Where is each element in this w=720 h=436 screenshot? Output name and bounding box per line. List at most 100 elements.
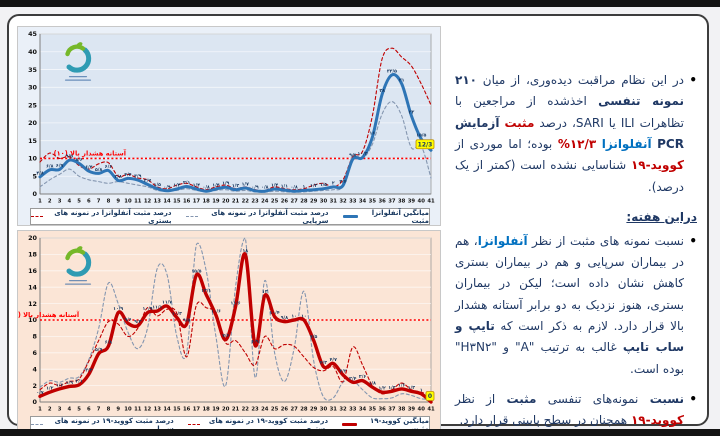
svg-text:۲۲: ۲۲ [409,109,415,115]
svg-text:36: 36 [378,407,386,413]
svg-text:7: 7 [97,199,101,205]
svg-text:35: 35 [369,199,377,205]
text-segment: کووید-۱۹ [630,413,684,428]
svg-text:۳۳/۵: ۳۳/۵ [387,68,397,74]
covid-chart: 0 2 4 6 8 10 12 14 16 18 20 1 2 3 4 5 6 7 8 9 10 11 12 13 14 15 16… [17,230,441,434]
svg-text:20: 20 [28,119,37,127]
svg-text:29: 29 [310,407,318,413]
text-segment: مثبت [504,115,535,130]
svg-text:1: 1 [38,199,42,205]
svg-text:۱۰/۹: ۱۰/۹ [113,306,123,312]
svg-text:۰/۸: ۰/۸ [203,185,210,191]
influenza-chart-legend: میانگین آنفلوانزا مثبت درصد مثبت آنفلوانز… [30,208,430,225]
svg-text:2: 2 [48,199,52,205]
legend-label: درصد مثبت کووید-۱۹ در نمونه های بستری [208,416,329,433]
svg-text:۳۱: ۳۱ [399,77,405,83]
text-segment: آنفلوانزا [477,233,528,248]
svg-text:2: 2 [48,407,52,413]
svg-text:38: 38 [398,199,406,205]
svg-text:۱/۹: ۱/۹ [66,380,73,386]
svg-text:۰/۹: ۰/۹ [251,184,258,190]
svg-text:۸/۶: ۸/۶ [75,157,82,163]
svg-text:۲/۴: ۲/۴ [339,179,346,185]
legend-item: درصد مثبت آنفلوانزا در نمونه های بستری [31,209,172,225]
svg-text:۱۵/۵: ۱۵/۵ [191,268,201,274]
svg-text:۶/۹: ۶/۹ [251,339,258,345]
influenza-chart: 0 5 10 15 20 25 30 35 40 45 1 2 3 4 5 6 7 8 9 10 11 12 13 14 15 1… [17,26,441,226]
svg-text:22: 22 [242,407,250,413]
svg-text:28: 28 [300,199,308,205]
svg-text:28: 28 [300,407,308,413]
text-segment: همچنان در سطح پایینی قرار دارد. [459,413,631,428]
svg-text:۱/۷: ۱/۷ [242,181,249,187]
svg-text:21: 21 [232,199,240,205]
svg-text:38: 38 [398,407,406,413]
svg-text:10: 10 [28,155,37,163]
svg-text:18: 18 [28,251,37,259]
svg-text:16: 16 [183,199,191,205]
svg-text:۹/۵: ۹/۵ [66,154,73,160]
svg-text:7: 7 [97,407,101,413]
svg-text:۲: ۲ [332,180,335,186]
svg-text:۱/۴: ۱/۴ [212,183,219,189]
svg-text:13: 13 [154,199,162,205]
svg-text:22: 22 [242,199,250,205]
text-segment: آنفلوانزا [601,137,652,152]
legend-label: میانگین کووید-۱۹ مثبت [369,416,429,433]
svg-text:۹/۸: ۹/۸ [349,153,356,159]
svg-text:15: 15 [173,407,181,413]
svg-text:25: 25 [271,199,279,205]
svg-text:40: 40 [418,199,426,205]
svg-text:۱۰/۳: ۱۰/۳ [358,151,368,157]
svg-text:۱/۵: ۱/۵ [154,182,161,188]
svg-text:3: 3 [58,199,62,205]
svg-text:20: 20 [28,234,37,242]
svg-text:۱/۲: ۱/۲ [310,183,317,189]
top-bar [0,0,720,7]
svg-text:۹/۶: ۹/۶ [124,317,131,323]
svg-text:12/3: 12/3 [418,141,433,148]
svg-text:45: 45 [28,30,37,38]
legend-item: درصد مثبت کووید-۱۹ در نمونه های بستری [187,416,329,433]
svg-text:31: 31 [330,407,338,413]
svg-text:10: 10 [124,407,132,413]
svg-text:5: 5 [77,407,81,413]
svg-text:۶/۸: ۶/۸ [105,340,112,346]
bullet-item: در این نظام مراقبت دیده‌وری، از میان ۲۱۰… [455,70,697,198]
svg-text:۱۳/۱: ۱۳/۱ [201,288,211,294]
svg-text:27: 27 [290,407,298,413]
svg-text:21: 21 [232,407,240,413]
svg-text:32: 32 [339,199,347,205]
svg-text:18: 18 [202,407,210,413]
svg-text:19: 19 [212,407,220,413]
svg-text:36: 36 [378,199,386,205]
text-segment: آزمایش PCR [455,115,684,152]
svg-text:10: 10 [28,316,37,324]
svg-text:۲۸: ۲۸ [379,88,385,94]
svg-text:20: 20 [222,199,230,205]
svg-text:27: 27 [290,199,298,205]
svg-text:۴/۴: ۴/۴ [124,172,131,178]
summary-text-panel: در این نظام مراقبت دیده‌وری، از میان ۲۱۰… [449,24,705,427]
svg-text:20: 20 [222,407,230,413]
svg-text:۱۳: ۱۳ [262,289,268,295]
svg-text:۰/۷: ۰/۷ [36,390,43,396]
text-segment: در این نظام مراقبت دیده‌وری، از میان [476,73,684,87]
svg-text:۳/۹: ۳/۹ [134,174,141,180]
svg-text:۱/۱: ۱/۱ [281,184,288,190]
svg-text:۹/۵: ۹/۵ [183,318,190,324]
bullet-item: نسبت نمونه‌های تنفسی مثبت از نظر کووید-۱… [455,389,697,432]
svg-text:۵/۹: ۵/۹ [95,347,102,353]
svg-text:30: 30 [28,84,37,92]
svg-text:26: 26 [281,199,289,205]
svg-text:16: 16 [183,407,191,413]
svg-text:0: 0 [33,398,38,406]
end-value-badge: 12/3 [415,139,435,150]
svg-text:11: 11 [134,407,142,413]
legend-label: درصد مثبت آنفلوانزا در نمونه های سرپایی [211,208,329,225]
svg-text:24: 24 [261,199,269,205]
svg-text:۰/۸: ۰/۸ [291,185,298,191]
svg-text:۱۱/۷: ۱۱/۷ [162,300,172,306]
svg-text:6: 6 [33,349,38,357]
